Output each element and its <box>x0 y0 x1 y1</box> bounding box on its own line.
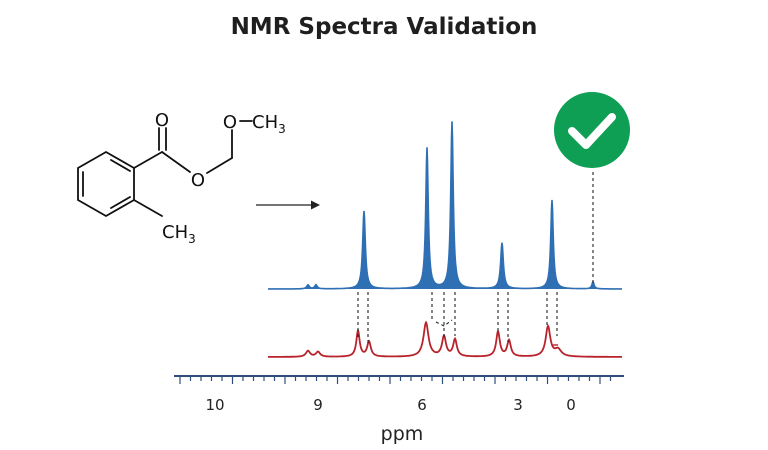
molecule-structure <box>77 120 253 218</box>
methyl-top-label: CH <box>252 112 278 133</box>
tick-label-3: 3 <box>513 396 523 414</box>
peak-correlation-lines <box>357 172 594 346</box>
bond-ring-carbonyl <box>133 151 163 169</box>
atom-methyl-top: CH3 <box>252 112 286 136</box>
atom-ester-o: O <box>191 170 205 191</box>
methyl-ring-label: CH <box>162 222 188 243</box>
experimental-spectrum <box>268 320 622 358</box>
tick-label-6: 6 <box>417 396 427 414</box>
bond-ring-methyl <box>133 199 163 217</box>
tick-label-0: 0 <box>566 396 576 414</box>
tick-label-10: 10 <box>205 396 224 414</box>
benzene-ring <box>77 150 135 218</box>
methyl-ring-subscript: 3 <box>188 232 196 246</box>
methyl-top-subscript: 3 <box>278 122 286 136</box>
checkmark-icon <box>568 113 616 149</box>
bond-ester-o-ch2 <box>206 157 233 174</box>
ring-double-bond <box>110 196 131 209</box>
process-arrow <box>256 200 320 210</box>
predicted-spectrum <box>268 121 622 290</box>
arrow-head <box>311 200 320 210</box>
axis-title: ppm <box>381 423 424 445</box>
atom-ether-o: O <box>223 112 237 133</box>
ppm-axis <box>174 375 624 384</box>
badge-circle <box>554 92 630 168</box>
ring-double-bond <box>110 159 131 172</box>
axis-ticks <box>179 376 612 384</box>
atom-carbonyl-o: O <box>155 110 169 131</box>
correlation-line <box>435 319 453 327</box>
validation-badge <box>554 92 630 168</box>
bond-carbonyl-ester-o <box>161 151 191 173</box>
page-title: NMR Spectra Validation <box>230 14 538 40</box>
atom-methyl-ring: CH3 <box>162 222 196 246</box>
tick-label-9: 9 <box>313 396 323 414</box>
